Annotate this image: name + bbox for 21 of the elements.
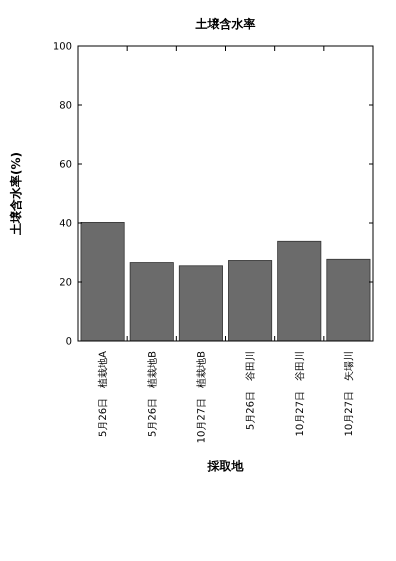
x-tick-label: 10月27日 植栽地B: [195, 350, 208, 444]
x-tick-label: 10月27日 谷田川: [294, 351, 306, 436]
x-tick-label: 5月26日 谷田川: [244, 351, 257, 430]
y-axis-title: 土壌含水率(%): [9, 152, 23, 236]
chart-title: 土壌含水率: [194, 17, 256, 31]
y-tick-label: 60: [59, 160, 72, 170]
y-tick-label: 0: [66, 336, 72, 348]
x-tick-label: 10月27日 矢場川: [342, 351, 355, 436]
bar: [178, 265, 223, 342]
bar: [228, 260, 272, 342]
y-tick-label: 80: [59, 100, 72, 112]
x-tick-label: 5月26日 植栽地A: [97, 350, 110, 437]
x-tick-label: 5月26日 植栽地B: [146, 350, 158, 437]
bar: [277, 240, 322, 342]
y-tick-label: 40: [59, 218, 72, 230]
y-tick-label: 20: [59, 278, 72, 288]
bar: [326, 258, 370, 342]
bar: [130, 262, 174, 342]
bar: [80, 222, 125, 342]
y-tick-label: 100: [52, 42, 72, 52]
x-axis-title: 採取地: [206, 459, 244, 473]
